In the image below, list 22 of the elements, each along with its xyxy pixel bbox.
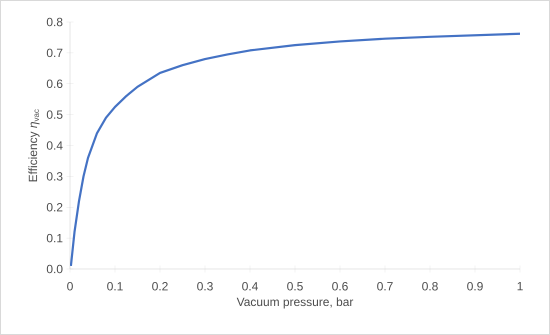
y-tick-label: 0.0 <box>46 264 63 274</box>
x-tick-label: 0.7 <box>377 282 393 290</box>
x-tick-label: 0.5 <box>287 282 303 290</box>
y-tick-label: 0.3 <box>46 172 62 181</box>
y-tick-label: 0.6 <box>46 80 62 88</box>
x-tick-label: 0.4 <box>242 282 258 290</box>
y-tick-label: 0.4 <box>46 141 63 150</box>
x-tick-label: 0.3 <box>197 282 213 290</box>
x-tick-label: 0 <box>67 282 73 290</box>
y-tick-label: 0.5 <box>46 110 62 119</box>
y-tick-label: 0.1 <box>46 234 62 242</box>
x-tick-label: 0.8 <box>422 282 438 290</box>
x-tick-label: 0.2 <box>152 282 168 290</box>
y-tick-label: 0.2 <box>46 203 62 212</box>
y-tick-label: 0.8 <box>46 18 62 26</box>
y-axis-title: Efficiency η$_{vac}$ <box>28 109 40 182</box>
x-tick-label: 0.9 <box>467 282 483 290</box>
x-axis-title: Vacuum pressure, bar <box>236 297 354 308</box>
x-tick-label: 1 <box>518 282 523 290</box>
y-tick-label: 0.7 <box>46 48 62 58</box>
x-tick-label: 0.1 <box>107 282 123 290</box>
x-tick-label: 0.6 <box>332 282 348 290</box>
